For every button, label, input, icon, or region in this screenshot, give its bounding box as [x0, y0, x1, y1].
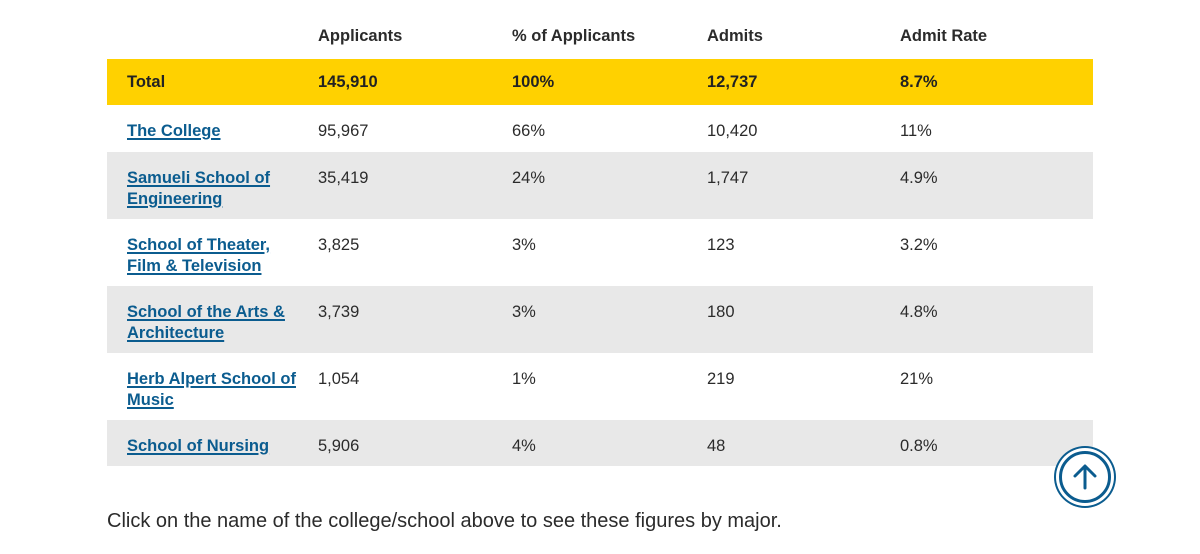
- header-school: [107, 14, 318, 59]
- admits-cell: 48: [707, 420, 900, 466]
- total-admits: 12,737: [707, 59, 900, 105]
- total-row: Total 145,910 100% 12,737 8.7%: [107, 59, 1093, 105]
- table-body: Total 145,910 100% 12,737 8.7% The Colle…: [107, 59, 1093, 466]
- school-link-arts-architecture[interactable]: School of the Arts & Architecture: [127, 303, 285, 342]
- applicants-cell: 3,825: [318, 236, 360, 254]
- total-rate: 8.7%: [900, 59, 1093, 105]
- header-admit-rate: Admit Rate: [900, 27, 988, 45]
- arrow-up-icon: [1073, 464, 1097, 490]
- school-cell: School of Theater, Film & Television: [107, 219, 318, 286]
- rate-cell: 0.8%: [900, 420, 1093, 466]
- table-row: The College 95,967 66% 10,420 11%: [107, 105, 1093, 152]
- pct-cell: 1%: [512, 370, 536, 388]
- school-link-music[interactable]: Herb Alpert School of Music: [127, 370, 296, 409]
- table-row: School of Theater, Film & Television 3,82…: [107, 219, 1093, 286]
- applicants-cell: 35,419: [318, 152, 512, 219]
- total-label: Total: [107, 59, 318, 105]
- applicants-cell: 5,906: [318, 420, 512, 466]
- school-cell: The College: [107, 105, 318, 152]
- applicants-cell: 1,054: [318, 370, 360, 388]
- rate-cell: 3.2%: [900, 236, 938, 254]
- pct-cell: 24%: [512, 152, 707, 219]
- table-row: Herb Alpert School of Music 1,054 1% 219 …: [107, 353, 1093, 420]
- pct-cell: 66%: [512, 122, 546, 140]
- admits-cell: 123: [707, 236, 735, 254]
- back-to-top-button[interactable]: [1059, 451, 1111, 503]
- header-applicants: Applicants: [318, 27, 403, 45]
- table-row: School of the Arts & Architecture 3,739 3…: [107, 286, 1093, 353]
- rate-cell: 4.9%: [900, 152, 1093, 219]
- admits-cell: 180: [707, 286, 900, 353]
- rate-cell: 4.8%: [900, 286, 1093, 353]
- admissions-table: Applicants % of Applicants Admits Admit …: [107, 14, 1093, 466]
- footnote: Click on the name of the college/school …: [107, 510, 782, 532]
- school-link-theater[interactable]: School of Theater, Film & Television: [127, 236, 271, 275]
- total-applicants: 145,910: [318, 59, 512, 105]
- pct-cell: 4%: [512, 420, 707, 466]
- header-admits: Admits: [707, 27, 763, 45]
- header-row: Applicants % of Applicants Admits Admit …: [107, 14, 1093, 59]
- school-cell: Samueli School of Engineering: [107, 152, 318, 219]
- admits-cell: 1,747: [707, 152, 900, 219]
- total-pct: 100%: [512, 59, 707, 105]
- school-cell: School of Nursing: [107, 420, 318, 466]
- table-header: Applicants % of Applicants Admits Admit …: [107, 14, 1093, 59]
- pct-cell: 3%: [512, 236, 536, 254]
- admits-cell: 219: [707, 370, 735, 388]
- table-row: Samueli School of Engineering 35,419 24% …: [107, 152, 1093, 219]
- applicants-cell: 95,967: [318, 122, 369, 140]
- rate-cell: 21%: [900, 370, 934, 388]
- school-cell: School of the Arts & Architecture: [107, 286, 318, 353]
- school-link-engineering[interactable]: Samueli School of Engineering: [127, 169, 271, 208]
- school-link-college[interactable]: The College: [127, 122, 221, 140]
- school-cell: Herb Alpert School of Music: [107, 353, 318, 420]
- applicants-cell: 3,739: [318, 286, 512, 353]
- table-row: School of Nursing 5,906 4% 48 0.8%: [107, 420, 1093, 466]
- rate-cell: 11%: [900, 122, 932, 140]
- school-link-nursing[interactable]: School of Nursing: [127, 437, 270, 455]
- pct-cell: 3%: [512, 286, 707, 353]
- header-pct-applicants: % of Applicants: [512, 27, 636, 45]
- admits-cell: 10,420: [707, 122, 758, 140]
